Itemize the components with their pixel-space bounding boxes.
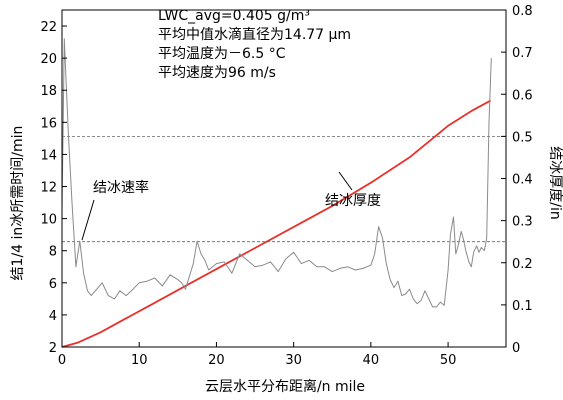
y-left-tick-label: 2: [49, 341, 57, 356]
y-left-tick-label: 22: [40, 20, 57, 35]
y-left-tick-label: 16: [40, 116, 57, 131]
y-right-tick-label: 0.3: [512, 215, 533, 230]
x-tick-label: 10: [131, 353, 148, 368]
y-right-tick-label: 0.2: [512, 257, 533, 272]
y-right-tick-label: 0.7: [512, 46, 533, 61]
label-icing-rate-text: 结冰速率: [93, 179, 149, 196]
y-left-tick-label: 4: [49, 309, 57, 324]
label-icing-rate-leader: [81, 199, 95, 241]
y-left-tick-label: 18: [40, 84, 57, 99]
series-line-0: [61, 99, 492, 348]
right-y-axis-label: 结冰厚度/in: [547, 146, 563, 219]
label-icing-rate: 结冰速率: [81, 179, 149, 241]
label-icing-thickness: 结冰厚度: [325, 171, 381, 209]
y-right-tick-label: 0: [512, 341, 520, 356]
annotation-temperature: 平均温度为－6.5 °C: [158, 46, 286, 62]
reference-lines: [62, 135, 506, 243]
y-left-tick-label: 14: [40, 148, 57, 163]
series-lines: [61, 38, 492, 348]
label-icing-thickness-leader: [338, 171, 353, 191]
y-left-tick-label: 6: [49, 277, 57, 292]
y-right-tick-label: 0.6: [512, 88, 533, 103]
x-tick-label: 20: [208, 353, 225, 368]
x-axis-label: 云层水平分布距离/n mile: [205, 378, 365, 395]
series-line-1: [61, 38, 492, 308]
annotation-mvd: 平均中值水滴直径为14.77 μm: [158, 26, 351, 43]
y-right-tick-label: 0.5: [512, 130, 533, 145]
axis-ticks: 0 10 20 30 40 50 2 4 6 8 10 12 14 16 18 20 22 0 0.1 0.2 0.3 0…: [40, 4, 532, 368]
y-left-tick-label: 10: [40, 213, 57, 228]
annotation-block: LWC_avg=0.405 g/m³ 平均中值水滴直径为14.77 μm 平均温…: [158, 8, 351, 81]
y-right-tick-label: 0.1: [512, 299, 533, 314]
annotation-speed: 平均速度为96 m/s: [158, 65, 276, 81]
y-left-tick-label: 8: [49, 245, 57, 260]
x-tick-label: 30: [285, 353, 302, 368]
y-left-tick-label: 12: [40, 181, 57, 196]
x-tick-label: 50: [440, 353, 457, 368]
x-tick-label: 0: [58, 353, 66, 368]
y-right-tick-label: 0.4: [512, 173, 533, 188]
left-y-axis-label: 结1/4 in冰所需时间/min: [10, 126, 26, 281]
label-icing-thickness-text: 结冰厚度: [325, 193, 381, 209]
annotation-lwc: LWC_avg=0.405 g/m³: [158, 8, 310, 24]
y-right-tick-label: 0.8: [512, 4, 533, 19]
x-tick-label: 40: [363, 353, 380, 368]
y-left-tick-label: 20: [40, 52, 57, 67]
